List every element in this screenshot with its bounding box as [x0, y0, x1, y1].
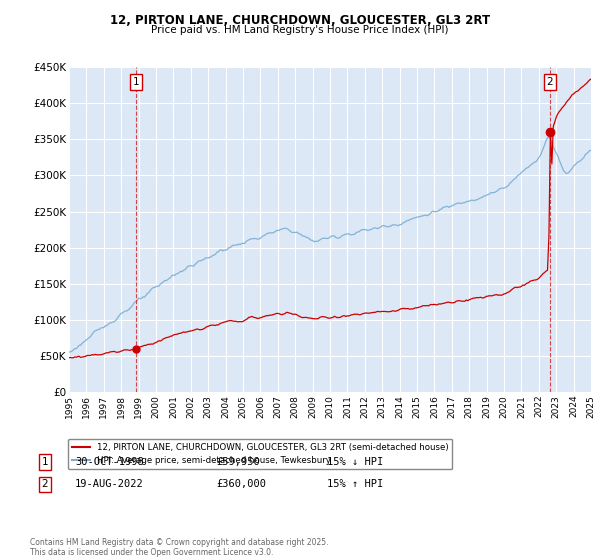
Text: 15% ↑ HPI: 15% ↑ HPI	[327, 479, 383, 489]
Text: 30-OCT-1998: 30-OCT-1998	[75, 457, 144, 467]
Text: 12, PIRTON LANE, CHURCHDOWN, GLOUCESTER, GL3 2RT: 12, PIRTON LANE, CHURCHDOWN, GLOUCESTER,…	[110, 14, 490, 27]
Text: £59,950: £59,950	[216, 457, 260, 467]
Text: 2: 2	[547, 77, 553, 87]
Text: £360,000: £360,000	[216, 479, 266, 489]
Text: Price paid vs. HM Land Registry's House Price Index (HPI): Price paid vs. HM Land Registry's House …	[151, 25, 449, 35]
Legend: 12, PIRTON LANE, CHURCHDOWN, GLOUCESTER, GL3 2RT (semi-detached house), HPI: Ave: 12, PIRTON LANE, CHURCHDOWN, GLOUCESTER,…	[68, 438, 452, 469]
Text: 15% ↓ HPI: 15% ↓ HPI	[327, 457, 383, 467]
Text: 1: 1	[133, 77, 139, 87]
Text: 1: 1	[41, 457, 49, 467]
Text: 2: 2	[41, 479, 49, 489]
Text: 19-AUG-2022: 19-AUG-2022	[75, 479, 144, 489]
Text: Contains HM Land Registry data © Crown copyright and database right 2025.
This d: Contains HM Land Registry data © Crown c…	[30, 538, 329, 557]
